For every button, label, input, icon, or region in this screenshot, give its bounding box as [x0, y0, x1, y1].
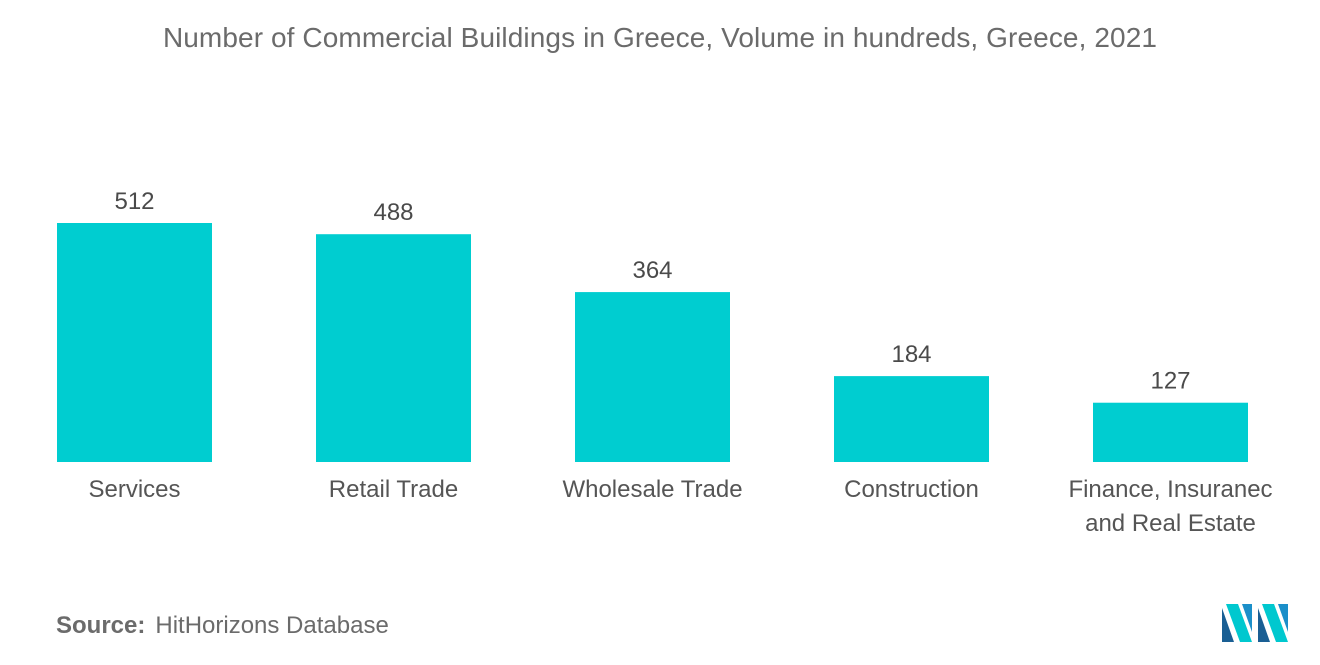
bar-1 [316, 234, 471, 462]
value-label-1: 488 [373, 199, 413, 226]
value-label-3: 184 [891, 341, 931, 368]
category-label-4-line-0: Finance, Insuranec [1068, 476, 1272, 503]
source-note: Source: HitHorizons Database [56, 612, 389, 640]
source-text: HitHorizons Database [155, 612, 389, 639]
category-label-2: Wholesale Trade [562, 476, 742, 503]
bar-2 [575, 292, 730, 462]
value-label-2: 364 [632, 257, 672, 284]
bar-4 [1093, 402, 1248, 462]
value-label-4: 127 [1150, 368, 1190, 395]
bar-3 [834, 376, 989, 462]
category-label-1: Retail Trade [329, 476, 458, 503]
category-label-0: Services [88, 476, 180, 503]
bar-0 [57, 223, 212, 462]
value-label-0: 512 [114, 188, 154, 215]
mordor-intelligence-logo-icon [1222, 604, 1288, 642]
chart-title: Number of Commercial Buildings in Greece… [162, 22, 1158, 53]
category-label-3: Construction [844, 476, 979, 503]
source-label: Source: [56, 612, 146, 639]
category-label-4-line-1: and Real Estate [1085, 510, 1256, 537]
